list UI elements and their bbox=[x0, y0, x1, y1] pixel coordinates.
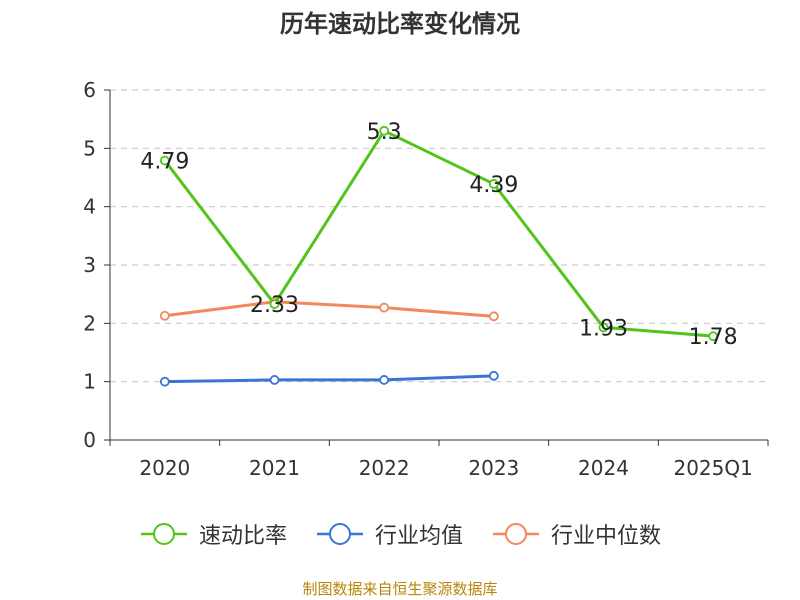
series-layer bbox=[159, 125, 719, 387]
legend-swatch-icon bbox=[316, 523, 363, 545]
data-point bbox=[708, 331, 719, 342]
y-tick-label: 5 bbox=[83, 136, 96, 160]
data-point bbox=[488, 370, 499, 381]
x-tick-label: 2024 bbox=[578, 456, 629, 480]
x-tick-label: 2021 bbox=[249, 456, 300, 480]
x-tick-label: 2020 bbox=[139, 456, 190, 480]
data-label: 4.39 bbox=[469, 173, 518, 198]
y-tick-label: 6 bbox=[83, 78, 96, 102]
y-tick-label: 4 bbox=[83, 195, 96, 219]
data-label-layer: 4.79 2.33 5.3 4.39 1.93 1.78 bbox=[140, 120, 737, 350]
legend: 速动比率 行业均值 行业中位数 bbox=[0, 518, 800, 550]
y-tick-label: 1 bbox=[83, 370, 96, 394]
source-label: 制图数据来自恒生聚源数据库 bbox=[302, 580, 498, 598]
data-point bbox=[269, 375, 280, 385]
data-label: 5.3 bbox=[367, 120, 402, 145]
legend-item[interactable]: 行业均值 bbox=[315, 518, 463, 550]
data-point bbox=[159, 310, 170, 321]
y-tick-label: 3 bbox=[83, 253, 96, 277]
data-point bbox=[598, 322, 609, 333]
legend-swatch-icon bbox=[493, 523, 539, 545]
data-point bbox=[159, 376, 170, 387]
legend-item[interactable]: 速动比率 bbox=[139, 518, 287, 550]
data-point bbox=[379, 125, 390, 136]
data-point bbox=[159, 155, 170, 166]
x-tick-label: 2023 bbox=[468, 456, 519, 480]
axis-layer: 0 1 2 3 4 5 6 2020 2021 2022 2023 2024 2025Q1 bbox=[83, 78, 769, 480]
legend-swatch-icon bbox=[140, 523, 187, 545]
y-tick-label: 0 bbox=[83, 428, 96, 452]
data-point bbox=[379, 302, 390, 313]
grid-layer bbox=[110, 89, 768, 383]
series-line bbox=[164, 374, 494, 384]
data-point bbox=[269, 299, 280, 309]
x-tick-label: 2022 bbox=[359, 456, 410, 480]
chart-title: 历年速动比率变化情况 bbox=[280, 10, 520, 38]
data-point bbox=[488, 311, 499, 322]
data-label: 2.33 bbox=[250, 293, 299, 318]
data-label: 4.79 bbox=[140, 150, 189, 175]
data-label: 1.93 bbox=[579, 316, 628, 341]
legend-label: 行业均值 bbox=[374, 524, 463, 549]
series-line bbox=[163, 129, 714, 338]
legend-item[interactable]: 行业中位数 bbox=[491, 518, 661, 550]
legend-label: 速动比率 bbox=[198, 524, 287, 549]
legend-label: 行业中位数 bbox=[551, 524, 662, 549]
x-tick-label: 2025Q1 bbox=[673, 456, 752, 480]
data-label: 1.78 bbox=[689, 325, 738, 350]
data-point bbox=[379, 375, 390, 385]
y-tick-label: 2 bbox=[83, 311, 96, 335]
data-point bbox=[488, 179, 499, 189]
series-line bbox=[164, 300, 494, 318]
